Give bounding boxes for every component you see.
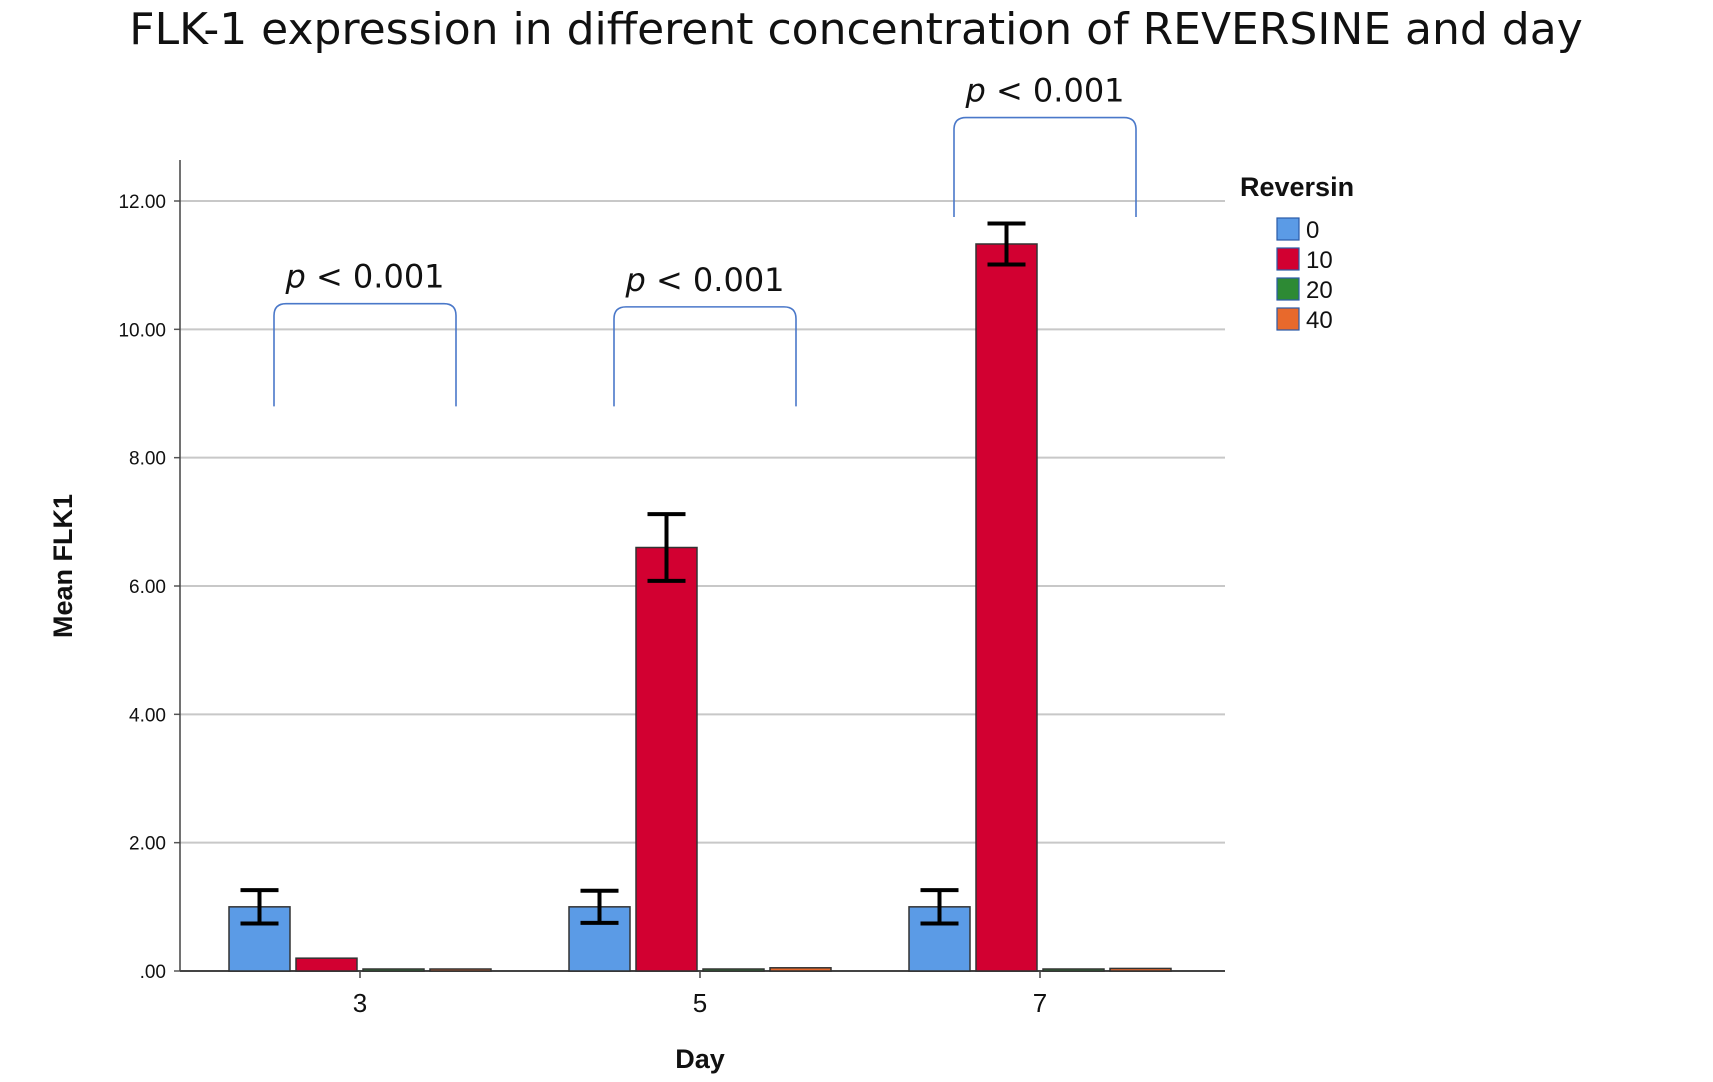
- bar-20-day3: [362, 968, 425, 972]
- legend-swatch-0: [1276, 217, 1300, 241]
- significance-bracket: [953, 116, 1137, 218]
- p-value-text: < 0.001: [986, 72, 1125, 110]
- bar-40-day5: [769, 967, 832, 972]
- x-tick-label: 7: [1033, 988, 1047, 1018]
- legend-swatch-10: [1276, 247, 1300, 271]
- p-symbol: p: [624, 261, 645, 299]
- legend-swatch-40: [1276, 307, 1300, 331]
- p-value-label: p < 0.001: [284, 258, 444, 296]
- bar-40-day3: [429, 968, 492, 972]
- error-bars: [240, 221, 1026, 926]
- legend-title: Reversin: [1240, 172, 1354, 202]
- bar-0-day3: [228, 906, 291, 972]
- legend-label-0: 0: [1306, 217, 1319, 244]
- legend-label-10: 10: [1306, 247, 1333, 274]
- x-axis-label: Day: [675, 1044, 725, 1074]
- significance-bracket: [613, 306, 797, 407]
- bar-20-day5: [702, 968, 765, 972]
- y-tick-label: 2.00: [129, 834, 166, 855]
- bar-10-day7: [975, 243, 1038, 972]
- bar-10-day3: [295, 957, 358, 972]
- significance-bracket: [273, 302, 457, 407]
- chart-title: FLK-1 expression in different concentrat…: [129, 4, 1582, 55]
- p-value-label: p < 0.001: [964, 72, 1124, 110]
- p-value-text: < 0.001: [646, 261, 785, 299]
- y-tick-label: 8.00: [129, 449, 166, 470]
- y-tick-label: .00: [140, 962, 166, 983]
- y-tick-label: 10.00: [118, 320, 166, 341]
- p-symbol: p: [964, 72, 985, 110]
- legend: 0 10 20 40: [1276, 217, 1333, 334]
- bar-40-day7: [1109, 967, 1172, 972]
- gridlines: [180, 200, 1225, 844]
- legend-label-40: 40: [1306, 307, 1333, 334]
- bar-10-day5: [635, 546, 698, 972]
- y-tick-label: 6.00: [129, 577, 166, 598]
- legend-label-20: 20: [1306, 277, 1333, 304]
- p-value-label: p < 0.001: [624, 261, 784, 299]
- y-axis-label: Mean FLK1: [48, 494, 78, 638]
- p-symbol: p: [284, 258, 305, 296]
- y-tick-label: 12.00: [118, 192, 166, 213]
- legend-swatch-20: [1276, 277, 1300, 301]
- bars: [228, 243, 1172, 972]
- y-tick-label: 4.00: [129, 705, 166, 726]
- p-value-text: < 0.001: [306, 258, 445, 296]
- bar-20-day7: [1042, 968, 1105, 972]
- x-tick-label: 5: [693, 988, 707, 1018]
- x-tick-label: 3: [353, 988, 367, 1018]
